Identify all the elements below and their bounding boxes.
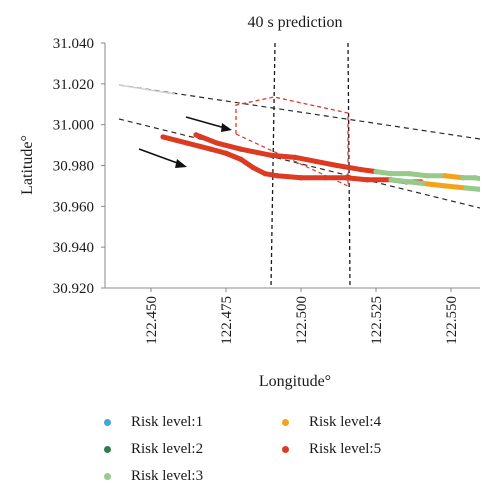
legend: Risk level:1 Risk level:2 Risk level:3 R… — [104, 412, 484, 496]
y-tick-label: 30.920 — [53, 281, 94, 297]
trajectory-segment — [184, 140, 214, 152]
legend-item-risk-5: Risk level:5 — [282, 439, 381, 459]
trajectory-segment — [334, 163, 364, 173]
trajectory-point — [364, 177, 370, 183]
trajectory-point — [358, 166, 364, 173]
trajectory-point — [388, 177, 394, 183]
legend-item-risk-4: Risk level:4 — [282, 412, 381, 432]
trajectory-point — [313, 158, 319, 165]
trajectory-point — [262, 171, 268, 177]
y-tick-label: 30.960 — [53, 199, 94, 215]
trajectory-point — [322, 175, 328, 181]
legend-marker — [104, 418, 111, 426]
trajectory-point — [238, 156, 244, 162]
trajectory-point — [238, 146, 244, 152]
trajectory-segment — [238, 146, 274, 158]
legend-label: Risk level:1 — [131, 413, 204, 430]
y-tick-label: 31.040 — [53, 36, 94, 52]
legend-item-risk-1: Risk level:1 — [104, 412, 203, 432]
trajectory-point — [373, 169, 379, 175]
trajectory-segment — [223, 150, 244, 162]
y-tick-label: 30.980 — [53, 159, 94, 175]
trajectory-segment — [406, 179, 430, 187]
trajectory-point — [214, 140, 220, 146]
legend-marker — [104, 472, 111, 480]
legend-marker — [104, 445, 111, 453]
trajectory-point — [268, 152, 274, 158]
x-tick-label: 122.525 — [369, 296, 385, 345]
trajectory-point — [193, 132, 199, 138]
direction-arrow-upper — [185, 116, 232, 132]
trajectory-point — [460, 175, 466, 181]
direction-arrow-lower — [138, 148, 187, 168]
x-tick-label: 122.550 — [444, 296, 460, 345]
trajectory-point — [442, 183, 448, 189]
trajectory-point — [484, 177, 489, 182]
trajectory-point — [292, 154, 298, 160]
legend-label: Risk level:3 — [131, 467, 204, 484]
x-tick-group: 122.450122.475122.500122.525122.550122.5… — [144, 288, 460, 345]
legend-item-risk-2: Risk level:2 — [104, 439, 203, 459]
trajectory-point — [334, 162, 340, 169]
trajectory-point — [223, 150, 229, 156]
trajectory-segment — [442, 183, 469, 191]
trajectory-segment — [274, 173, 304, 181]
legend-label: Risk level:5 — [309, 440, 382, 457]
upper-boundary-line — [118, 84, 480, 140]
lower-boundary-line — [118, 118, 480, 209]
trajectory-segment — [442, 173, 466, 181]
trajectory-segment — [268, 152, 298, 160]
trajectory-point — [406, 171, 412, 177]
trajectory-point — [298, 175, 304, 181]
plot-area — [118, 43, 498, 288]
trajectory-segment — [424, 181, 448, 189]
y-tick-label: 30.940 — [53, 240, 94, 256]
trajectory-segment — [406, 171, 430, 179]
trajectory-segment — [214, 140, 244, 152]
chart-title: 40 s prediction — [247, 14, 342, 31]
trajectory-point — [250, 164, 256, 171]
x-tick-label: 122.475 — [219, 296, 235, 345]
trajectory-point — [484, 187, 489, 192]
legend-marker — [282, 445, 289, 453]
legend-label: Risk level:2 — [131, 440, 204, 457]
trajectory-layer — [160, 132, 498, 192]
trajectory-point — [208, 146, 214, 152]
trajectory-segment — [463, 185, 480, 192]
trajectory-point — [472, 175, 478, 181]
trajectory-point — [406, 179, 412, 185]
trajectory-segment — [388, 177, 412, 185]
trajectory-point — [160, 134, 166, 140]
legend-item-risk-3: Risk level:3 — [104, 466, 203, 486]
trajectory-segment — [292, 154, 319, 164]
trajectory-segment — [193, 132, 220, 146]
vertical-boundary-left — [270, 43, 276, 288]
legend-label: Risk level:4 — [309, 413, 382, 430]
y-tick-label: 31.020 — [53, 77, 94, 93]
trajectory-segment — [160, 134, 190, 146]
y-tick-label: 31.000 — [53, 118, 94, 134]
trajectory-point — [343, 175, 349, 181]
y-axis-label: Latitude° — [19, 135, 36, 195]
x-axis-label: Longitude° — [259, 373, 331, 390]
upper-boundary-faded — [118, 84, 176, 95]
trajectory-point — [424, 173, 430, 179]
y-tick-group: 31.040 31.020 31.000 30.980 30.960 30.940 30.9… — [53, 36, 105, 297]
trajectory-point — [274, 173, 280, 179]
trajectory-point — [442, 173, 448, 179]
trajectory-segment — [343, 175, 370, 183]
trajectory-point — [388, 171, 394, 177]
legend-marker — [282, 418, 289, 426]
x-tick-label: 122.450 — [144, 296, 160, 345]
trajectory-segment — [313, 158, 340, 168]
trajectory-point — [463, 185, 469, 191]
trajectory-point — [424, 181, 430, 187]
trajectory-segment — [487, 190, 498, 192]
x-tick-label: 122.500 — [294, 296, 310, 345]
trajectory-point — [184, 140, 190, 146]
